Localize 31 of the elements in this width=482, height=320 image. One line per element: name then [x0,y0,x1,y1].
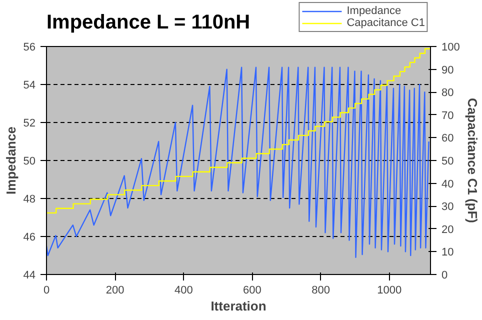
y-axis-title: Impedance [3,126,18,194]
y-tick-label: 50 [23,156,36,168]
x-axis-title: Itteration [210,298,266,314]
x-tick-label: 600 [243,284,262,296]
y2-tick-label: 50 [442,156,454,168]
y2-tick-label: 20 [442,224,454,236]
y-tick-label: 56 [23,42,36,54]
y2-tick-label: 60 [442,132,454,145]
line-series [46,66,430,258]
y2-tick-label: 40 [442,178,454,190]
y-tick-label: 48 [23,194,36,206]
y2-tick-label: 30 [442,201,454,214]
x-tick-label: 400 [174,284,193,296]
y-tick-label: 54 [23,80,36,92]
chart-title: Impedance L = 110nH [46,12,250,34]
x-tick-label: 200 [106,284,124,296]
y2-tick-label: 100 [442,42,460,54]
y2-tick-label: 10 [442,246,454,259]
y-tick-label: 44 [23,270,36,282]
legend-label: Capacitance C1 [346,17,425,29]
legend-label: Impedance [346,5,402,17]
x-tick-label: 0 [43,284,50,296]
x-tick-label: 800 [312,284,330,296]
y2-tick-label: 0 [442,270,448,282]
x-tick-label: 1000 [377,284,402,296]
y-tick-label: 46 [23,232,36,244]
y2-axis-title: Capacitance C1 (pF) [464,98,480,223]
y2-tick-label: 70 [442,110,454,122]
y-tick-label: 52 [23,118,36,130]
y2-tick-label: 90 [442,64,454,76]
y2-tick-label: 80 [442,87,454,100]
